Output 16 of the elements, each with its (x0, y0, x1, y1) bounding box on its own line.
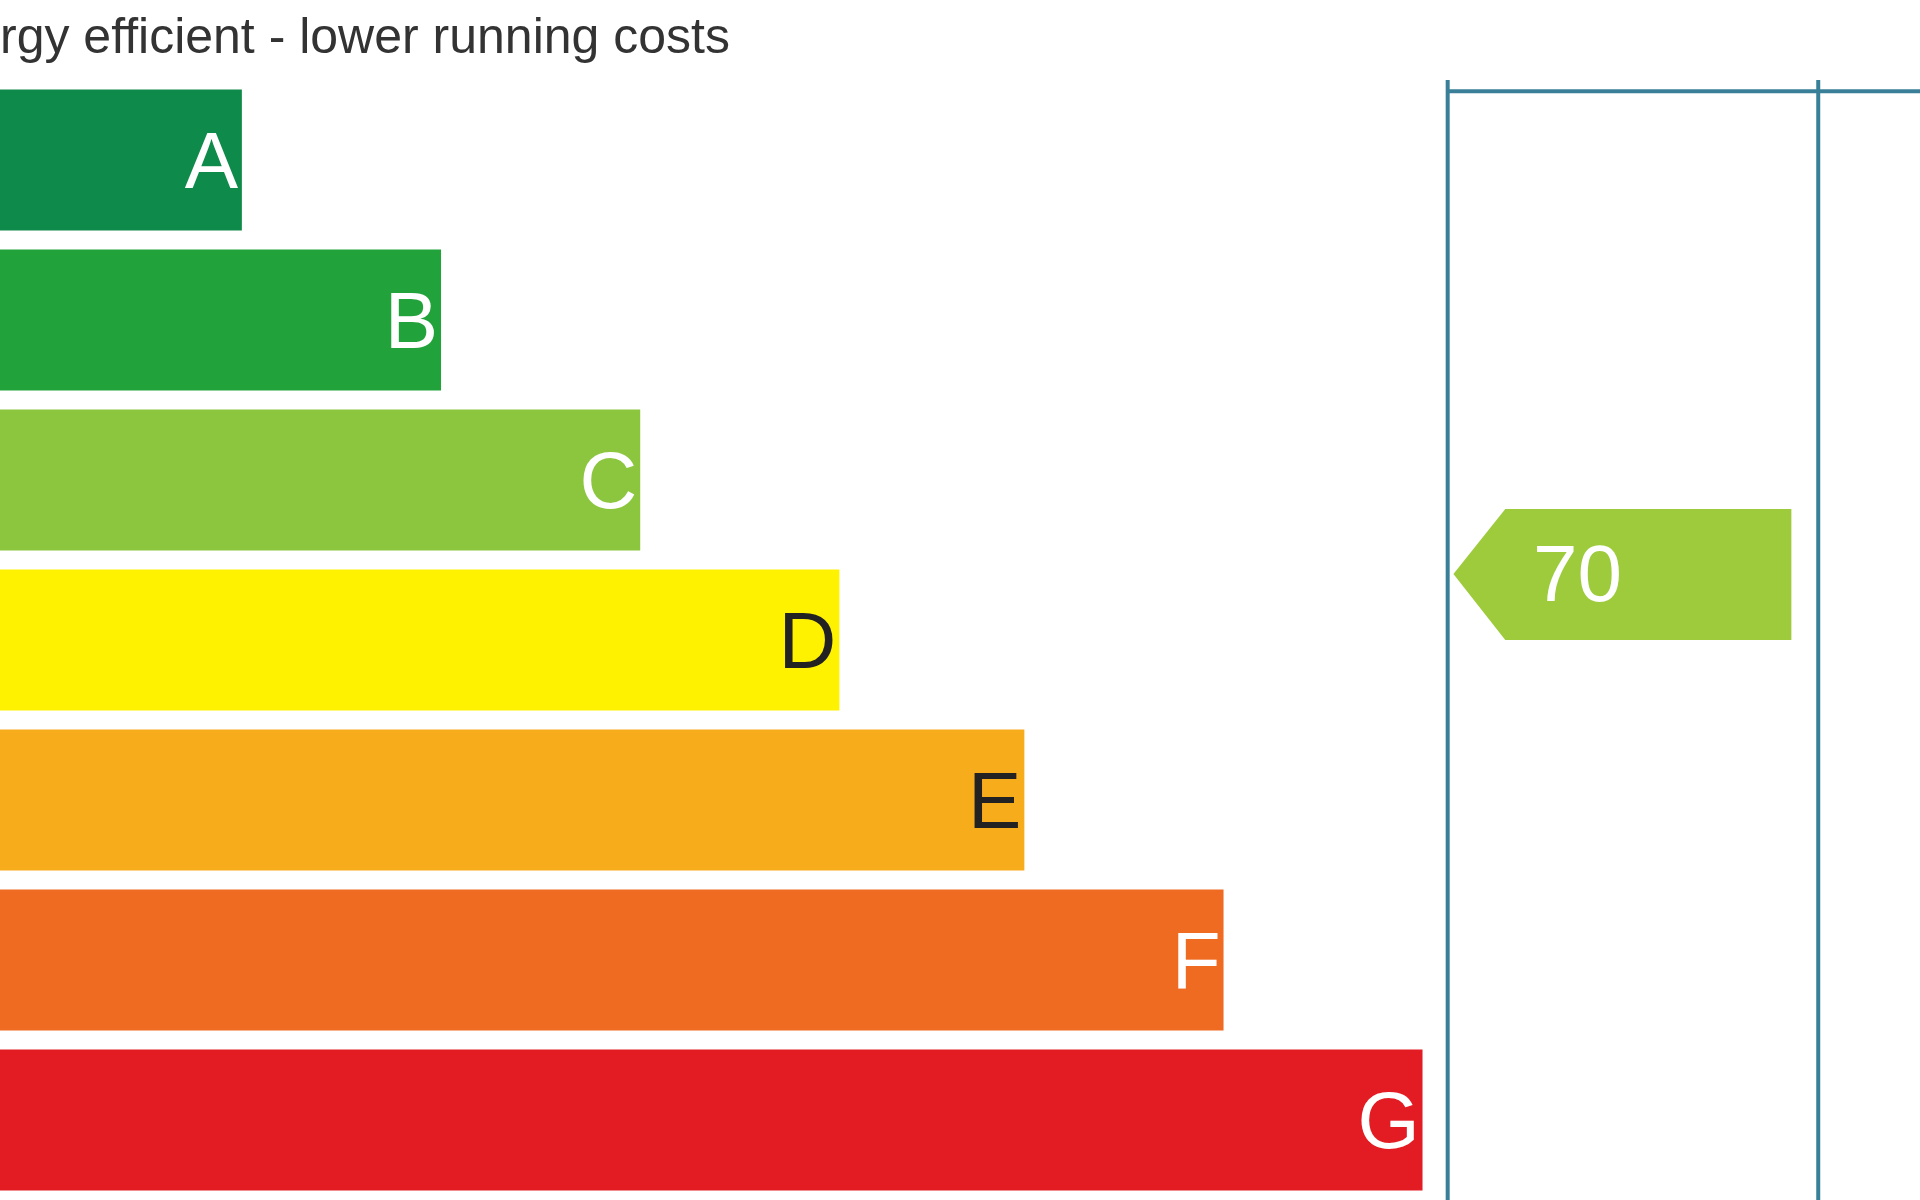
y-tick-label: A (184, 115, 239, 205)
text: 70 (1533, 529, 1622, 618)
chart-title: rgy efficient - lower running costs (0, 8, 730, 64)
y-tick-label: F (1171, 915, 1221, 1005)
y-tick-label: B (384, 275, 439, 365)
y-tick-label: E (968, 755, 1022, 845)
y-tick-label: D (778, 595, 837, 685)
bar (0, 729, 1025, 871)
bar (0, 249, 442, 391)
bar (0, 409, 641, 551)
bar (0, 1049, 1423, 1191)
y-tick-label: G (1357, 1075, 1420, 1165)
y-tick-label: C (579, 435, 638, 525)
bar (0, 89, 242, 231)
bar (0, 569, 840, 711)
bar (0, 889, 1224, 1031)
